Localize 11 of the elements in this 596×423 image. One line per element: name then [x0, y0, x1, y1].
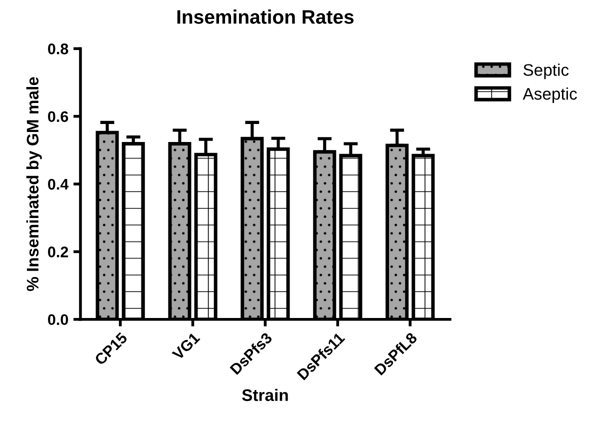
- legend-label: Septic: [523, 64, 569, 80]
- x-axis-title: Strain: [242, 388, 288, 402]
- text: Aseptic: [522, 88, 577, 104]
- y-tick-label: 0.6: [48, 111, 68, 122]
- y-tick-label: 0.0: [48, 314, 68, 326]
- y-tick-label: 0.2: [48, 246, 68, 258]
- y-tick-label: 0.4: [48, 178, 69, 190]
- chart-title: Insemination Rates: [177, 10, 354, 24]
- x-tick-label: VG1: [172, 332, 200, 361]
- y-axis-title: % Inseminated by GM male: [26, 77, 42, 292]
- y-tick-label: 0.8: [48, 44, 68, 54]
